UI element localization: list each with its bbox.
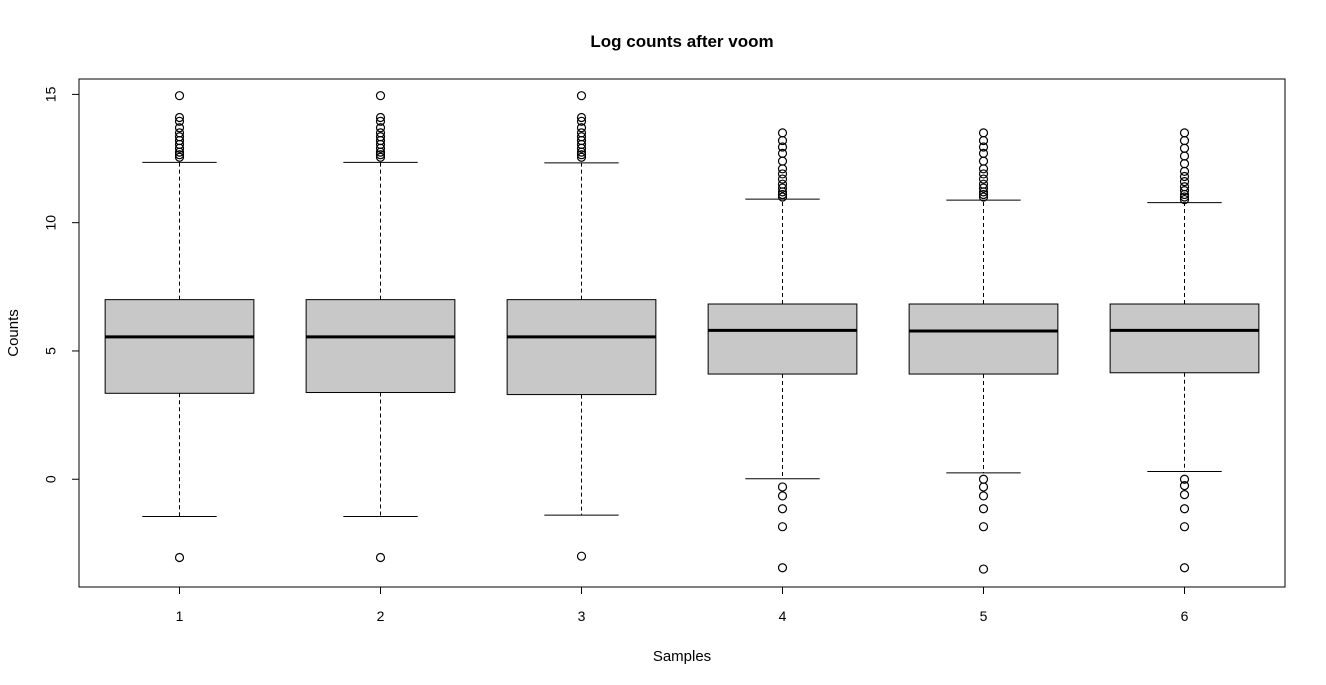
- outlier-point: [779, 564, 787, 572]
- outlier-point: [779, 165, 787, 173]
- y-tick-label: 5: [43, 347, 59, 355]
- outlier-point: [980, 483, 988, 491]
- x-tick-label: 6: [1181, 608, 1189, 624]
- iqr-box: [105, 300, 254, 394]
- outlier-point: [779, 492, 787, 500]
- outlier-point: [779, 483, 787, 491]
- outlier-point: [779, 157, 787, 165]
- iqr-box: [507, 300, 656, 395]
- outlier-point: [779, 505, 787, 513]
- plot-frame: [79, 79, 1285, 587]
- outlier-point: [1181, 144, 1189, 152]
- chart-title: Log counts after voom: [590, 32, 773, 51]
- outlier-point: [176, 553, 184, 561]
- outlier-point: [980, 492, 988, 500]
- outlier-point: [779, 129, 787, 137]
- boxes-group: [105, 92, 1259, 573]
- outlier-point: [1181, 160, 1189, 168]
- y-axis-label: Counts: [5, 309, 22, 357]
- outlier-point: [980, 165, 988, 173]
- y-axis: 0 5 10 15: [43, 86, 79, 483]
- x-tick-label: 5: [980, 608, 988, 624]
- x-axis-label: Samples: [653, 648, 711, 665]
- box-sample-2: [306, 92, 455, 562]
- outlier-point: [1181, 137, 1189, 145]
- outlier-point: [1181, 491, 1189, 499]
- y-tick-label: 15: [43, 86, 59, 102]
- x-tick-label: 1: [176, 608, 184, 624]
- outlier-point: [779, 523, 787, 531]
- outlier-point: [980, 505, 988, 513]
- box-sample-4: [708, 129, 857, 572]
- x-tick-label: 3: [578, 608, 586, 624]
- outlier-point: [1181, 152, 1189, 160]
- box-sample-1: [105, 92, 254, 562]
- outlier-point: [578, 92, 586, 100]
- x-axis: 1 2 3 4 5 6: [176, 587, 1189, 624]
- outlier-point: [1181, 523, 1189, 531]
- outlier-point: [1181, 564, 1189, 572]
- box-sample-6: [1110, 129, 1259, 572]
- outlier-point: [980, 129, 988, 137]
- outlier-point: [980, 475, 988, 483]
- outlier-point: [980, 565, 988, 573]
- outlier-point: [377, 92, 385, 100]
- outlier-point: [176, 92, 184, 100]
- iqr-box: [1110, 304, 1259, 373]
- y-tick-label: 10: [43, 215, 59, 231]
- outlier-point: [980, 523, 988, 531]
- x-tick-label: 4: [779, 608, 787, 624]
- iqr-box: [909, 304, 1058, 374]
- outlier-point: [1181, 505, 1189, 513]
- box-sample-5: [909, 129, 1058, 573]
- box-sample-3: [507, 92, 656, 561]
- y-tick-label: 0: [43, 475, 59, 483]
- iqr-box: [708, 304, 857, 374]
- outlier-point: [980, 157, 988, 165]
- iqr-box: [306, 300, 455, 393]
- x-tick-label: 2: [377, 608, 385, 624]
- outlier-point: [1181, 129, 1189, 137]
- outlier-point: [578, 552, 586, 560]
- outlier-point: [1181, 167, 1189, 175]
- outlier-point: [377, 553, 385, 561]
